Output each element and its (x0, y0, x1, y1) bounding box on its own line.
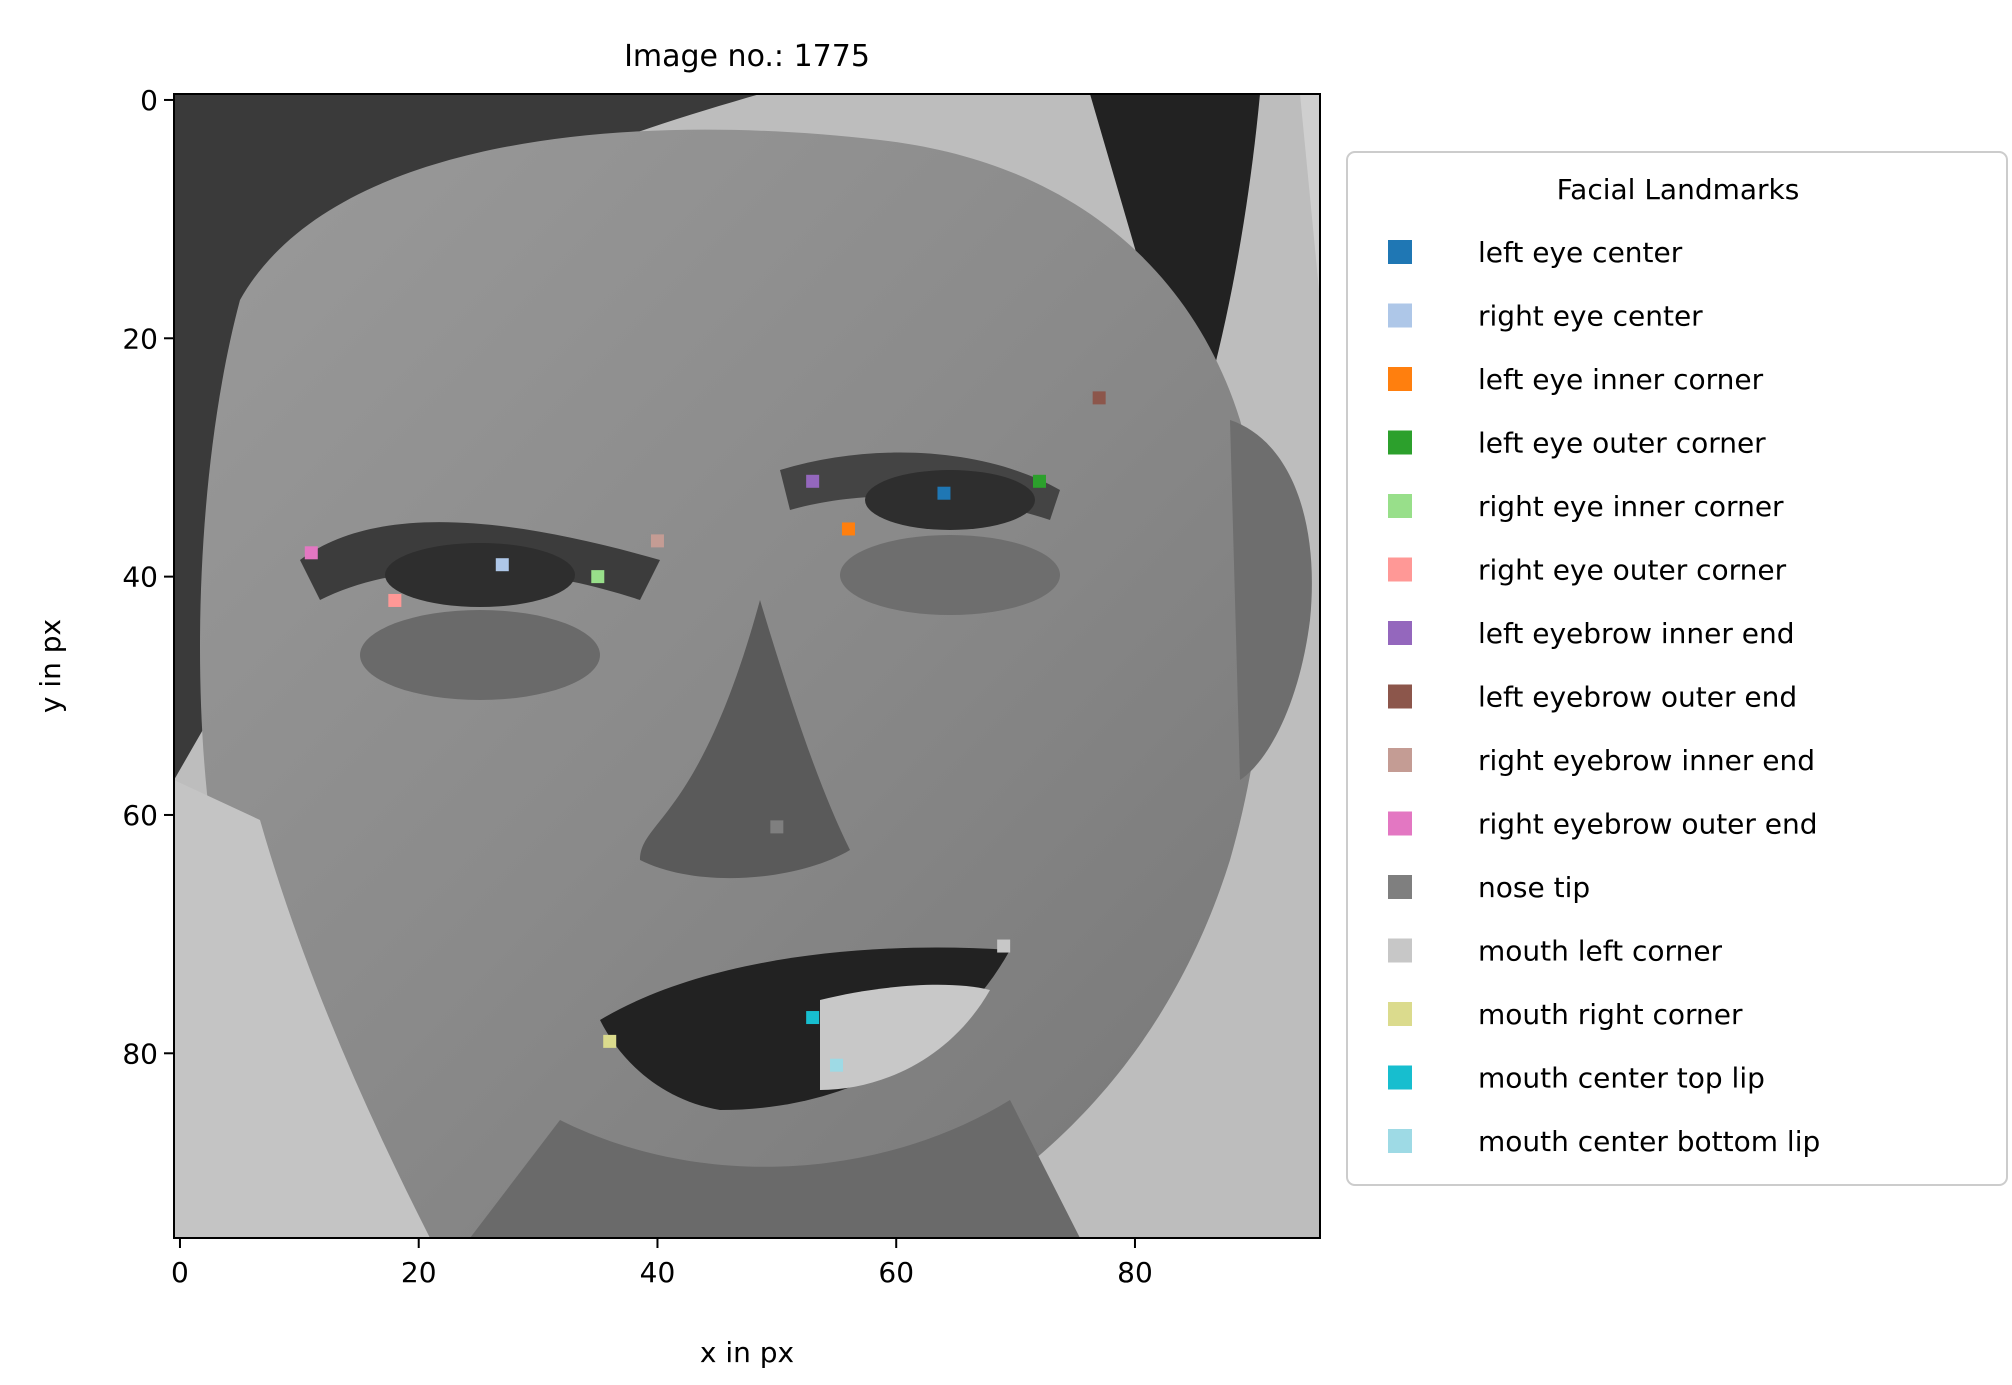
x-tick-label: 60 (878, 1256, 914, 1289)
y-axis-ticks: 0 20 40 60 80 (122, 84, 174, 1070)
legend-marker (1388, 1129, 1412, 1153)
legend-title: Facial Landmarks (1557, 173, 1800, 206)
legend-label: left eye inner corner (1478, 363, 1764, 396)
legend-label: left eyebrow outer end (1478, 681, 1797, 714)
legend-marker (1388, 494, 1412, 518)
landmark-point (495, 558, 509, 572)
landmark-point (937, 486, 951, 500)
legend-label: nose tip (1478, 871, 1590, 904)
legend-marker (1388, 303, 1412, 328)
landmark-points (304, 391, 1106, 1072)
y-axis-label: y in px (34, 619, 67, 713)
y-tick-label: 80 (122, 1037, 158, 1070)
chart-title: Image no.: 1775 (624, 39, 870, 74)
x-tick-label: 80 (1117, 1256, 1153, 1289)
legend-marker (1388, 367, 1412, 391)
landmark-point (591, 570, 605, 584)
legend-marker (1388, 430, 1412, 455)
y-tick-label: 40 (122, 561, 158, 594)
legend-label: left eye outer corner (1478, 427, 1766, 460)
legend-marker (1388, 557, 1412, 582)
landmark-point (1092, 391, 1106, 405)
legend-marker (1388, 811, 1412, 836)
legend-label: left eye center (1478, 236, 1683, 269)
landmark-point (830, 1058, 844, 1072)
landmark-point (1032, 474, 1046, 488)
y-tick-label: 0 (140, 84, 158, 117)
landmark-point (997, 939, 1011, 953)
landmark-point (603, 1034, 617, 1048)
legend-marker (1388, 1065, 1412, 1090)
face-photo (174, 94, 1320, 1238)
landmark-point (304, 546, 318, 560)
legend-label: mouth center top lip (1478, 1062, 1765, 1095)
legend-marker (1388, 621, 1412, 645)
legend-label: right eye outer corner (1478, 554, 1787, 587)
legend-marker (1388, 684, 1412, 709)
legend-items: left eye center right eye center left eye … (1388, 236, 1820, 1158)
legend-marker (1388, 1002, 1412, 1026)
legend-marker (1388, 240, 1412, 264)
legend-marker (1388, 748, 1412, 772)
legend-label: mouth center bottom lip (1478, 1125, 1820, 1158)
legend-label: mouth left corner (1478, 935, 1723, 968)
legend-box (1346, 151, 2008, 1186)
x-axis-label: x in px (700, 1336, 794, 1369)
axes-frame (173, 93, 1321, 1239)
legend-label: right eyebrow inner end (1478, 744, 1815, 777)
landmark-point (770, 820, 784, 834)
landmark-point (806, 474, 820, 488)
legend-label: left eyebrow inner end (1478, 617, 1795, 650)
landmark-point (841, 522, 855, 536)
legend-marker (1388, 938, 1412, 963)
x-tick-label: 20 (401, 1256, 437, 1289)
legend-label: right eyebrow outer end (1478, 808, 1818, 841)
landmark-point (388, 593, 402, 607)
landmark-point (650, 534, 664, 548)
y-tick-label: 60 (122, 799, 158, 832)
legend-marker (1388, 875, 1412, 899)
legend-label: right eye center (1478, 300, 1703, 333)
landmark-point (806, 1011, 820, 1025)
legend-label: right eye inner corner (1478, 490, 1784, 523)
legend-label: mouth right corner (1478, 998, 1743, 1031)
y-tick-label: 20 (122, 322, 158, 355)
legend: Facial Landmarks left eye center right ey… (1346, 151, 2008, 1186)
x-axis-ticks: 0 20 40 60 80 (171, 1238, 1153, 1289)
x-tick-label: 40 (640, 1256, 676, 1289)
x-tick-label: 0 (171, 1256, 189, 1289)
